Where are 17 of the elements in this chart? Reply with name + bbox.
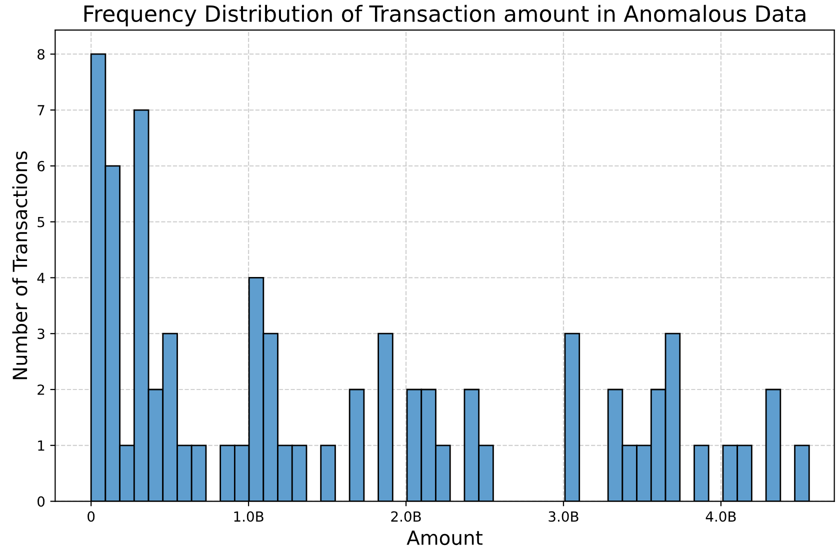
x-tick-label: 0 — [88, 511, 95, 522]
y-tick-label: 8 — [38, 49, 45, 60]
x-axis-title: Amount — [406, 530, 482, 546]
y-tick-label: 7 — [38, 105, 44, 116]
y-tick-label: 1 — [38, 440, 44, 451]
y-tick-label: 2 — [38, 384, 44, 395]
x-tick-label: 3.0B — [548, 511, 578, 522]
y-tick-label: 3 — [38, 328, 44, 340]
chart-title: Frequency Distribution of Transaction amount in Anomalous Data — [84, 4, 806, 26]
x-tick-label: 1.0B — [234, 511, 264, 522]
y-tick-label: 5 — [38, 216, 44, 228]
x-tick-label: 2.0B — [391, 511, 421, 522]
x-tick-label: 4.0B — [706, 511, 736, 522]
y-tick-label: 4 — [37, 272, 45, 283]
y-axis-title: Number of Transactions — [12, 151, 28, 380]
y-tick-label: 6 — [38, 160, 45, 172]
y-tick-label: 0 — [38, 496, 45, 507]
